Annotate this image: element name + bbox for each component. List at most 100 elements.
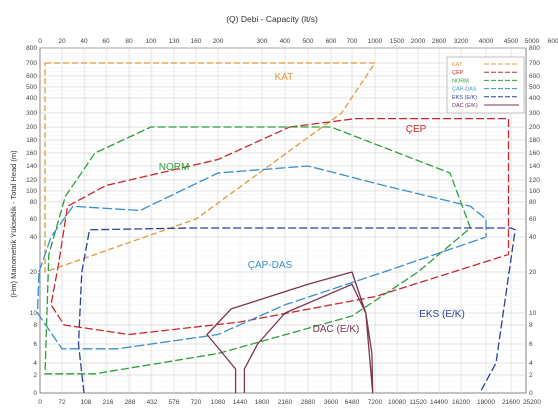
series-label-3: ÇAP-DAS: [248, 260, 293, 271]
y-axis-label: (Hm) Manometrik Yükseklik - Total Head (…: [9, 150, 18, 298]
right-tick-4: 400: [529, 95, 540, 102]
top-tick-21: 5000: [525, 38, 540, 45]
top-tick-9: 300: [257, 38, 268, 45]
right-tick-8: 160: [529, 150, 540, 157]
bottom-tick-8: 1080: [211, 399, 226, 406]
bottom-tick-4: 288: [125, 399, 136, 406]
legend-entry-1: ÇEP: [452, 70, 464, 76]
legend-entry-5: DAC (E/K): [452, 103, 478, 109]
right-tick-21: 0: [529, 390, 533, 397]
left-tick-0: 800: [26, 45, 37, 52]
right-tick-20: 2: [529, 372, 533, 379]
right-tick-17: 8: [529, 322, 533, 329]
series-curve-4: [77, 227, 516, 394]
left-axis-ticks: 8007006005004003002001801601401201008060…: [26, 45, 37, 397]
top-tick-0: 0: [38, 38, 42, 45]
left-tick-18: 6: [33, 341, 37, 348]
top-tick-14: 1000: [368, 38, 383, 45]
bottom-axis-ticks: 0 72 108 216 288 432 576 720 1080 1440 1800 2160 288…: [38, 399, 541, 406]
left-tick-9: 140: [26, 163, 37, 170]
series-group: [36, 62, 516, 394]
right-tick-15: 20: [529, 269, 537, 276]
left-tick-4: 400: [26, 95, 37, 102]
top-tick-18: 3200: [454, 38, 469, 45]
bottom-tick-20: 18000: [477, 399, 495, 406]
top-tick-6: 130: [169, 38, 180, 45]
left-tick-21: 0: [33, 390, 37, 397]
top-tick-15: 1500: [390, 38, 405, 45]
bottom-tick-6: 576: [169, 399, 180, 406]
bottom-tick-19: 16200: [452, 399, 470, 406]
left-tick-14: 40: [30, 234, 38, 241]
top-tick-11: 500: [303, 38, 314, 45]
top-tick-1: 20: [58, 38, 66, 45]
right-tick-9: 140: [529, 163, 540, 170]
left-tick-12: 80: [30, 199, 38, 206]
series-curve-3: [36, 165, 487, 350]
left-tick-20: 2: [33, 372, 37, 379]
legend-entry-3: ÇAP-DAS: [452, 87, 477, 93]
top-tick-13: 700: [347, 38, 358, 45]
bottom-tick-5: 432: [147, 399, 158, 406]
series-label-5: DAC (E/K): [313, 324, 360, 335]
bottom-tick-11: 2160: [278, 399, 293, 406]
bottom-tick-0: 0: [38, 399, 42, 406]
left-tick-11: 100: [26, 188, 37, 195]
right-tick-11: 100: [529, 188, 540, 195]
left-tick-16: 10: [30, 310, 38, 317]
right-tick-1: 700: [529, 60, 540, 67]
left-tick-5: 300: [26, 110, 37, 117]
series-label-2: NORM: [159, 162, 190, 173]
bottom-tick-3: 216: [103, 399, 114, 406]
bottom-tick-7: 720: [191, 399, 202, 406]
top-tick-10: 400: [280, 38, 291, 45]
right-tick-14: 40: [529, 234, 537, 241]
series-label-4: EKS (E/K): [419, 309, 465, 320]
right-tick-3: 500: [529, 84, 540, 91]
bottom-tick-18: 14400: [430, 399, 448, 406]
series-label-0: KAT: [275, 72, 294, 83]
top-tick-20: 4500: [504, 38, 519, 45]
top-tick-19: 4000: [479, 38, 494, 45]
chart-title: (Q) Debi - Capacity (lt/s): [226, 14, 318, 24]
bottom-tick-1: 72: [58, 399, 66, 406]
legend: KAT ÇEP NORM ÇAP-DAS EKS (E/K) DAC (E/K): [446, 56, 525, 114]
bottom-tick-17: 11520: [409, 399, 427, 406]
right-tick-0: 800: [529, 45, 540, 52]
top-tick-4: 80: [125, 38, 133, 45]
left-tick-10: 120: [26, 177, 37, 184]
top-tick-12: 600: [326, 38, 337, 45]
top-tick-3: 60: [102, 38, 110, 45]
bottom-tick-10: 1800: [255, 399, 270, 406]
right-tick-18: 6: [529, 341, 533, 348]
left-tick-6: 200: [26, 124, 37, 131]
left-tick-19: 4: [33, 360, 37, 367]
right-tick-6: 200: [529, 124, 540, 131]
right-tick-13: 60: [529, 216, 537, 223]
top-tick-17: 2800: [432, 38, 447, 45]
top-tick-5: 100: [146, 38, 157, 45]
bottom-tick-2: 108: [81, 399, 92, 406]
bottom-tick-16: 10080: [388, 399, 406, 406]
top-tick-16: 2000: [411, 38, 426, 45]
right-tick-16: 10: [529, 310, 537, 317]
right-tick-19: 4: [529, 360, 533, 367]
left-tick-1: 700: [26, 60, 37, 67]
bottom-tick-14: 6480: [345, 399, 360, 406]
bottom-tick-9: 1440: [233, 399, 248, 406]
top-tick-7: 160: [191, 38, 202, 45]
right-tick-5: 300: [529, 110, 540, 117]
series-label-1: ÇEP: [406, 124, 427, 135]
right-tick-7: 180: [529, 137, 540, 144]
series-curve-5: [206, 271, 374, 394]
bottom-tick-13: 3600: [324, 399, 339, 406]
right-axis-ticks: 8007006005004003002001801601401201008060…: [529, 45, 540, 397]
legend-entry-4: EKS (E/K): [452, 95, 477, 101]
legend-box: [446, 56, 525, 114]
series-curve-1: [50, 117, 510, 336]
top-tick-8: 200: [213, 38, 224, 45]
right-tick-12: 80: [529, 199, 537, 206]
series-curve-2: [44, 126, 472, 375]
